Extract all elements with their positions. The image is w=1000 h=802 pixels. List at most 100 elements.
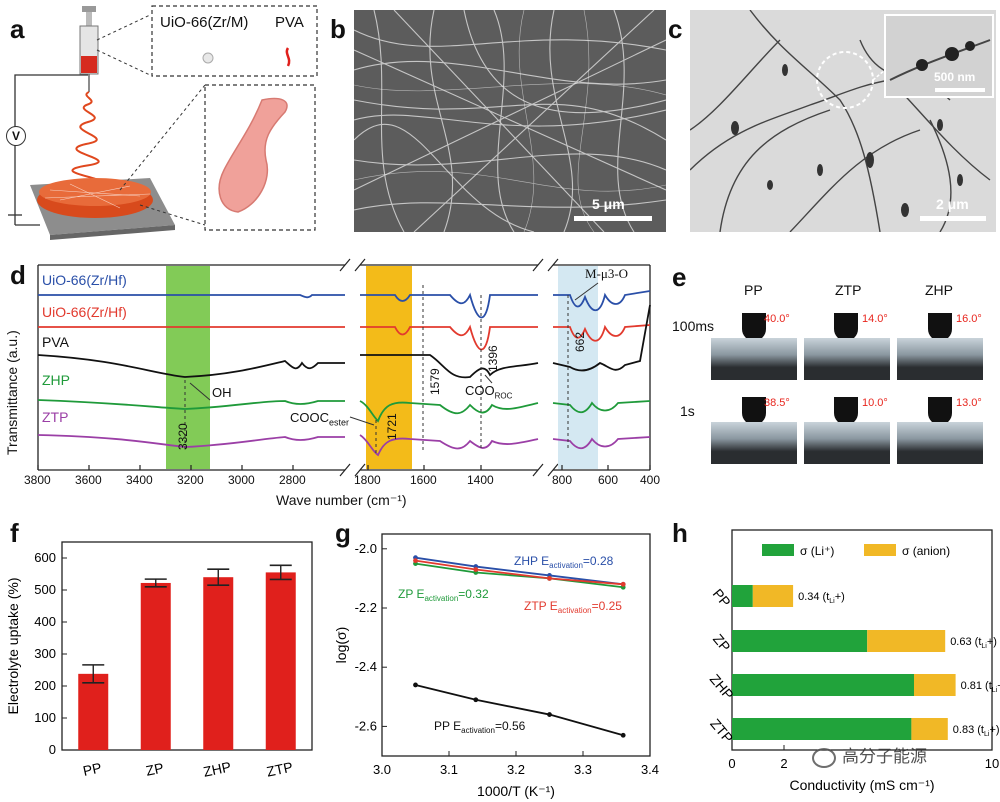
annotation-mu3o: M-μ3-O <box>585 266 629 281</box>
contact-angle-image <box>711 338 797 380</box>
sem-image <box>354 10 666 232</box>
panel-label-h: h <box>672 518 688 548</box>
x-tick-label: 3.4 <box>641 762 659 777</box>
x-tick-label: 2 <box>780 756 787 771</box>
panel-label-g: g <box>335 518 351 548</box>
label-zhp-activation: ZHP Eactivation=0.28 <box>514 554 614 570</box>
bar-li-ztp <box>732 718 912 740</box>
annotation-coo: COOROC <box>465 383 513 401</box>
y-tick-label: -2.4 <box>355 659 377 674</box>
droplet-image <box>928 397 952 425</box>
inset-label-uio: UiO-66(Zr/M) <box>160 14 249 31</box>
legend-swatch-li <box>762 544 794 556</box>
series-label-pva: PVA <box>42 334 69 350</box>
y-tick-label: 500 <box>34 582 56 597</box>
inset-label-pva: PVA <box>275 14 304 31</box>
legend-label-anion: σ (anion) <box>902 544 950 558</box>
tem-image <box>690 10 996 232</box>
angle-ztp-1s: 10.0° <box>862 397 888 409</box>
y-tick-label: 300 <box>34 646 56 661</box>
ftir-spectra-plot <box>37 258 651 477</box>
electrospinning-schematic <box>8 5 318 240</box>
droplet-image <box>742 313 766 341</box>
series-line-pp <box>415 684 624 737</box>
xtick-3800: 3800 <box>24 473 51 487</box>
xtick-400: 400 <box>640 473 661 487</box>
bar-ztp <box>265 572 296 750</box>
xtick-3400: 3400 <box>126 473 153 487</box>
col-label-ztp: ZTP <box>835 282 862 298</box>
wechat-icon <box>812 747 836 768</box>
annotation-1721: 1721 <box>385 413 399 440</box>
annotation-3320: 3320 <box>176 423 190 450</box>
legend-label-li: σ (Li⁺) <box>800 544 834 558</box>
point-ztp <box>620 581 626 587</box>
annotation-oh: OH <box>212 385 232 400</box>
point-ztp <box>413 558 418 564</box>
bar-zhp <box>203 577 234 750</box>
y-tick-label: -2.0 <box>355 541 377 556</box>
x-tick-label: 10 <box>985 756 999 771</box>
ftir-xlabel: Wave number (cm⁻¹) <box>276 492 407 508</box>
point-pp <box>473 697 479 703</box>
panel-label-f: f <box>10 518 19 548</box>
electrolyte-uptake-chart: 0 100 200 300 400 500 600 PP ZP ZHP ZTP Electrolyte… <box>5 541 313 780</box>
x-tick-label: 0 <box>728 756 735 771</box>
point-ztp <box>547 576 552 581</box>
bar-label-ztp: 0.83 (tLi+) <box>953 724 1000 738</box>
row-label-100ms: 100ms <box>672 318 715 334</box>
bar-anion-zhp <box>914 674 956 696</box>
label-pp-activation: PP Eactivation=0.56 <box>434 719 526 735</box>
label-zp-activation: ZP Eactivation=0.32 <box>398 587 489 603</box>
contact-angle-image <box>804 422 890 464</box>
inset-scale-bar-c <box>935 88 985 92</box>
droplet-image <box>928 313 952 341</box>
series-label-ztp: ZTP <box>42 409 69 425</box>
annotation-cooc: COOCester <box>290 410 350 428</box>
x-tick-label: 3.1 <box>440 762 458 777</box>
row-label-1s: 1s <box>680 403 695 419</box>
xtick-2800: 2800 <box>279 473 306 487</box>
conductivity-chart: σ (Li⁺) σ (anion) 0.34 (tLi+) PP 0.63 (tLi+)… <box>707 529 1000 793</box>
droplet-image <box>834 397 858 425</box>
contact-angle-image <box>804 338 890 380</box>
series-label-zhp: ZHP <box>42 372 70 388</box>
x-tick-label: 3.2 <box>507 762 525 777</box>
y-tick-label: 100 <box>34 710 56 725</box>
y-tick-label: 0 <box>49 742 56 757</box>
bar-anion-pp <box>752 585 794 607</box>
annotation-1579: 1579 <box>428 368 442 395</box>
panel-label-d: d <box>10 260 26 290</box>
panel-label-e: e <box>672 262 687 292</box>
xtick-3600: 3600 <box>75 473 102 487</box>
bar-li-pp <box>732 585 753 607</box>
angle-zhp-1s: 13.0° <box>956 397 982 409</box>
contact-angle-image <box>897 422 983 464</box>
x-tick-label: 3.3 <box>574 762 592 777</box>
bar-zp <box>140 582 171 750</box>
plot-frame <box>61 541 313 751</box>
contact-angle-image <box>897 338 983 380</box>
y-tick-label: 600 <box>34 550 56 565</box>
bar-li-zhp <box>732 674 914 696</box>
inset-scale-label-c: 500 nm <box>934 70 976 84</box>
point-ztp <box>473 567 479 572</box>
x-tick-label: ZP <box>144 759 165 778</box>
category-label-pp: PP <box>710 585 734 610</box>
angle-zhp-100ms: 16.0° <box>956 313 982 325</box>
xtick-1600: 1600 <box>410 473 437 487</box>
y-axis-label: log(σ) <box>333 627 349 664</box>
angle-pp-1s: 38.5° <box>764 397 790 409</box>
bar-li-zp <box>732 630 868 652</box>
y-axis-label: Electrolyte uptake (%) <box>5 578 21 715</box>
point-pp <box>620 732 626 738</box>
scale-label-c: 2 μm <box>936 196 969 212</box>
series-line-zhp <box>415 556 624 586</box>
x-tick-label: 3.0 <box>373 762 391 777</box>
x-axis-label: Conductivity (mS cm⁻¹) <box>789 777 934 793</box>
point-pp <box>547 712 552 717</box>
legend-swatch-anion <box>864 544 896 556</box>
x-tick-label: PP <box>81 759 103 779</box>
contact-angle-image <box>711 422 797 464</box>
series-line-zp <box>415 562 624 589</box>
